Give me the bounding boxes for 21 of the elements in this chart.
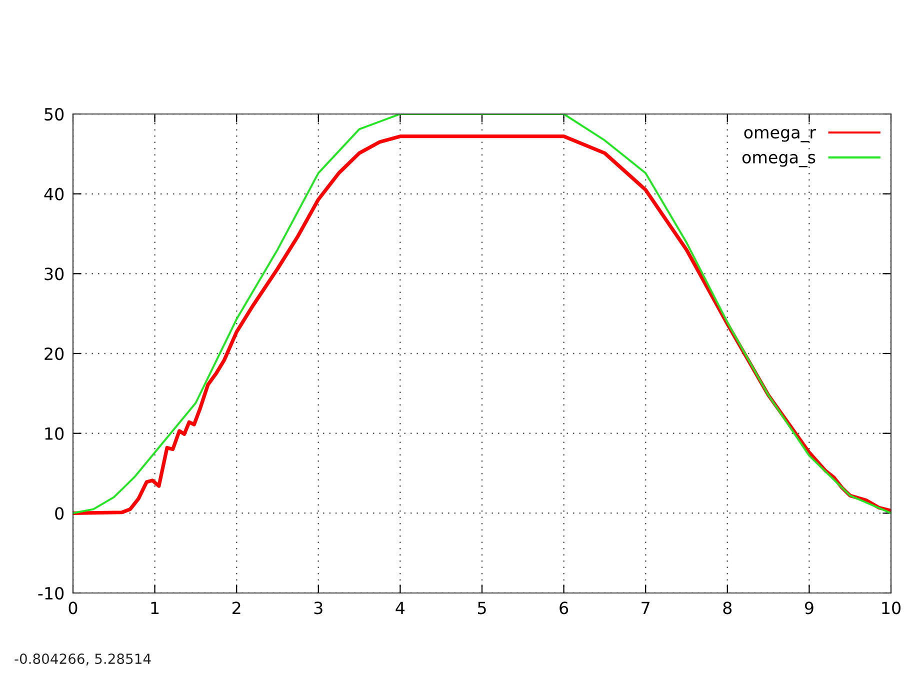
y-tick-label: 40 [44,188,64,200]
x-tick-label: 3 [314,602,322,614]
x-tick-label: 4 [396,602,405,614]
x-tick-label: 6 [560,602,568,614]
text: -0.804266, 5.28514 [14,654,151,666]
x-tick-label: 7 [642,602,650,614]
y-tick-label: 10 [45,427,64,440]
y-tick-label: -10 [38,586,64,600]
y-tick-label: 30 [44,268,64,280]
x-tick-label: 2 [232,602,240,614]
x-tick-label: 5 [478,602,486,614]
x-tick-label: 8 [723,602,732,614]
y-tick-label: 50 [44,108,64,121]
x-tick-label: 10 [882,602,900,614]
y-tick-label: 20 [44,347,64,360]
legend-label: omega_s [742,154,816,168]
x-tick-label: 9 [804,602,814,614]
y-tick-label: 0 [55,507,64,520]
legend-label: omega_r [744,128,816,142]
x-tick-label: 0 [68,602,78,614]
x-tick-label: 1 [151,602,159,614]
